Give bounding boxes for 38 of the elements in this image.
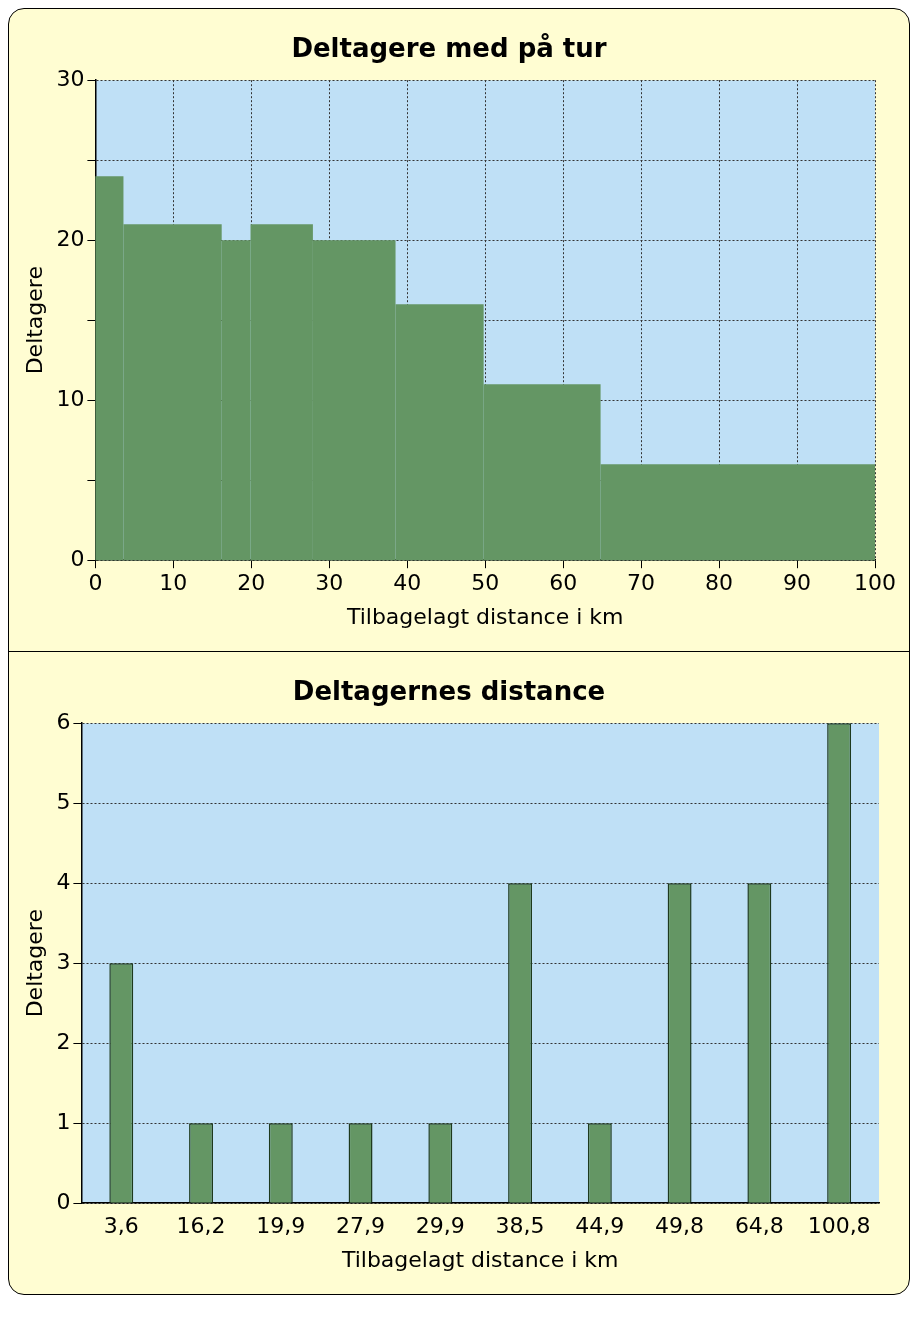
y-tick-label: 1 [56, 1108, 71, 1134]
x-tick-label: 0 [88, 570, 103, 596]
y-tick-label: 20 [56, 225, 85, 251]
y-tick-label: 0 [56, 1188, 71, 1214]
x-tick-label: 80 [705, 570, 734, 596]
chart-title: Deltagere med på tur [291, 32, 607, 64]
y-tick-label: 6 [56, 708, 71, 734]
x-axis-title: Tilbagelagt distance i km [340, 1246, 619, 1272]
x-tick-label: 30 [315, 570, 344, 596]
y-tick-label: 10 [56, 385, 85, 411]
x-tick-label: 3,6 [103, 1213, 139, 1239]
x-tick-label: 70 [627, 570, 656, 596]
x-tick-label: 38,5 [495, 1213, 545, 1239]
y-tick-label: 2 [56, 1028, 71, 1054]
y-tick-label: 5 [56, 788, 71, 814]
x-tick-label: 100 [854, 570, 896, 596]
x-tick-label: 100,8 [807, 1213, 871, 1239]
y-tick-label: 4 [56, 868, 71, 894]
chart-title: Deltagernes distance [292, 676, 606, 707]
x-tick-label: 60 [549, 570, 578, 596]
x-tick-label: 50 [471, 570, 500, 596]
y-axis-title: Deltagere [21, 909, 47, 1018]
x-tick-label: 16,2 [176, 1213, 226, 1239]
x-tick-label: 64,8 [734, 1213, 784, 1239]
x-axis-title: Tilbagelagt distance i km [345, 603, 624, 629]
x-tick-label: 44,9 [575, 1213, 625, 1239]
x-tick-label: 90 [783, 570, 812, 596]
y-tick-label: 3 [56, 948, 71, 974]
x-tick-label: 27,9 [336, 1213, 386, 1239]
y-tick-label: 0 [70, 545, 85, 571]
x-tick-label: 49,8 [655, 1213, 705, 1239]
y-tick-label: 30 [56, 65, 85, 91]
x-tick-label: 29,9 [415, 1213, 465, 1239]
y-axis-title: Deltagere [21, 266, 47, 375]
x-tick-label: 20 [237, 570, 266, 596]
x-tick-label: 10 [159, 570, 188, 596]
x-tick-label: 40 [393, 570, 422, 596]
x-tick-label: 19,9 [256, 1213, 306, 1239]
